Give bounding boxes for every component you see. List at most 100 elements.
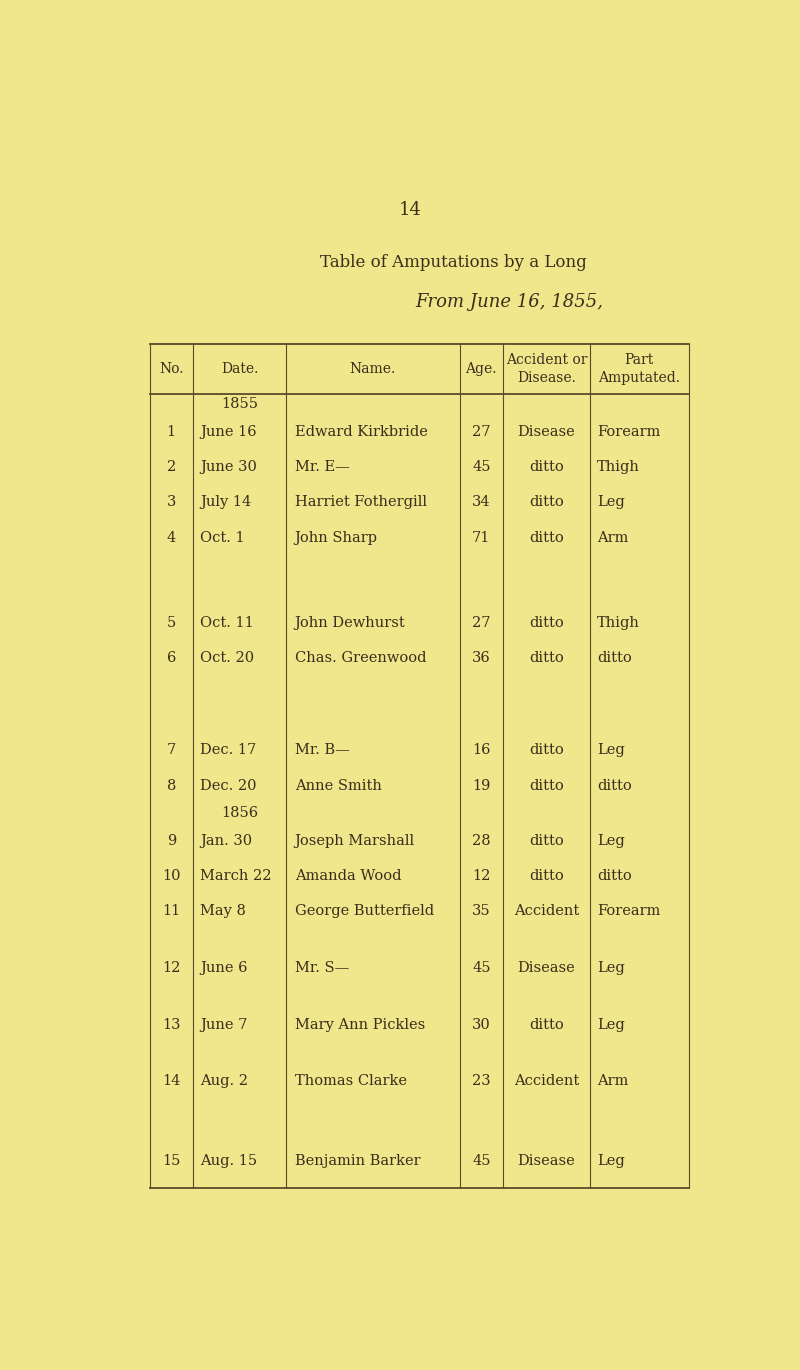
Text: 7: 7	[166, 744, 176, 758]
Text: Leg: Leg	[598, 833, 625, 848]
Text: Dec. 17: Dec. 17	[201, 744, 257, 758]
Text: June 7: June 7	[201, 1018, 248, 1032]
Text: Accident or
Disease.: Accident or Disease.	[506, 353, 587, 385]
Text: Leg: Leg	[598, 1018, 625, 1032]
Text: Accident: Accident	[514, 904, 579, 918]
Text: Date.: Date.	[221, 362, 258, 375]
Text: 12: 12	[472, 869, 490, 884]
Text: 30: 30	[472, 1018, 490, 1032]
Text: ditto: ditto	[529, 615, 564, 630]
Text: ditto: ditto	[529, 496, 564, 510]
Text: Mr. B—: Mr. B—	[294, 744, 350, 758]
Text: 5: 5	[166, 615, 176, 630]
Text: Disease: Disease	[518, 962, 575, 975]
Text: Aug. 15: Aug. 15	[201, 1154, 258, 1169]
Text: George Butterfield: George Butterfield	[294, 904, 434, 918]
Text: Dec. 20: Dec. 20	[201, 778, 257, 793]
Text: 23: 23	[472, 1074, 490, 1088]
Text: Arm: Arm	[598, 530, 629, 545]
Text: Forearm: Forearm	[598, 425, 661, 438]
Text: 9: 9	[166, 833, 176, 848]
Text: 34: 34	[472, 496, 490, 510]
Text: Oct. 20: Oct. 20	[201, 651, 254, 666]
Text: Aug. 2: Aug. 2	[201, 1074, 249, 1088]
Text: Leg: Leg	[598, 962, 625, 975]
Text: 27: 27	[472, 615, 490, 630]
Text: Table of Amputations by a Long: Table of Amputations by a Long	[320, 253, 586, 271]
Text: June 30: June 30	[201, 460, 258, 474]
Text: June 6: June 6	[201, 962, 248, 975]
Text: 36: 36	[472, 651, 490, 666]
Text: Leg: Leg	[598, 1154, 625, 1169]
Text: ditto: ditto	[529, 869, 564, 884]
Text: 27: 27	[472, 425, 490, 438]
Text: Disease: Disease	[518, 1154, 575, 1169]
Text: Thigh: Thigh	[598, 615, 640, 630]
Text: 45: 45	[472, 962, 490, 975]
Text: Oct. 1: Oct. 1	[201, 530, 245, 545]
Text: 8: 8	[166, 778, 176, 793]
Text: 19: 19	[472, 778, 490, 793]
Text: 15: 15	[162, 1154, 181, 1169]
Text: Age.: Age.	[466, 362, 497, 375]
Text: 14: 14	[398, 201, 422, 219]
Text: 16: 16	[472, 744, 490, 758]
Text: 35: 35	[472, 904, 490, 918]
Text: 45: 45	[472, 1154, 490, 1169]
Text: No.: No.	[159, 362, 183, 375]
Text: Name.: Name.	[350, 362, 396, 375]
Text: Joseph Marshall: Joseph Marshall	[294, 833, 415, 848]
Text: July 14: July 14	[201, 496, 252, 510]
Text: Edward Kirkbride: Edward Kirkbride	[294, 425, 427, 438]
Text: ditto: ditto	[529, 833, 564, 848]
Text: 4: 4	[166, 530, 176, 545]
Text: 1856: 1856	[221, 806, 258, 821]
Text: ditto: ditto	[529, 744, 564, 758]
Text: 11: 11	[162, 904, 181, 918]
Text: John Sharp: John Sharp	[294, 530, 378, 545]
Text: 45: 45	[472, 460, 490, 474]
Text: Oct. 11: Oct. 11	[201, 615, 254, 630]
Text: Leg: Leg	[598, 496, 625, 510]
Text: Mary Ann Pickles: Mary Ann Pickles	[294, 1018, 425, 1032]
Text: 1: 1	[166, 425, 176, 438]
Text: John Dewhurst: John Dewhurst	[294, 615, 406, 630]
Text: ditto: ditto	[529, 651, 564, 666]
Text: Part
Amputated.: Part Amputated.	[598, 353, 680, 385]
Text: Chas. Greenwood: Chas. Greenwood	[294, 651, 426, 666]
Text: ditto: ditto	[598, 869, 632, 884]
Text: May 8: May 8	[201, 904, 246, 918]
Text: June 16: June 16	[201, 425, 257, 438]
Text: Harriet Fothergill: Harriet Fothergill	[294, 496, 426, 510]
Text: 12: 12	[162, 962, 181, 975]
Text: From June 16, 1855,: From June 16, 1855,	[415, 293, 603, 311]
Text: ditto: ditto	[529, 530, 564, 545]
Text: ditto: ditto	[529, 778, 564, 793]
Text: ditto: ditto	[598, 651, 632, 666]
Text: ditto: ditto	[529, 1018, 564, 1032]
Text: Mr. S—: Mr. S—	[294, 962, 349, 975]
Text: Thigh: Thigh	[598, 460, 640, 474]
Text: Forearm: Forearm	[598, 904, 661, 918]
Text: 28: 28	[472, 833, 490, 848]
Text: Amanda Wood: Amanda Wood	[294, 869, 401, 884]
Text: 71: 71	[472, 530, 490, 545]
Text: Mr. E—: Mr. E—	[294, 460, 350, 474]
Text: Accident: Accident	[514, 1074, 579, 1088]
Text: ditto: ditto	[598, 778, 632, 793]
Text: 1855: 1855	[221, 397, 258, 411]
Text: Thomas Clarke: Thomas Clarke	[294, 1074, 406, 1088]
Text: 2: 2	[166, 460, 176, 474]
Text: Jan. 30: Jan. 30	[201, 833, 253, 848]
Text: ditto: ditto	[529, 460, 564, 474]
Text: Arm: Arm	[598, 1074, 629, 1088]
Text: March 22: March 22	[201, 869, 272, 884]
Text: Anne Smith: Anne Smith	[294, 778, 382, 793]
Text: 14: 14	[162, 1074, 181, 1088]
Text: 6: 6	[166, 651, 176, 666]
Text: 13: 13	[162, 1018, 181, 1032]
Text: 10: 10	[162, 869, 181, 884]
Text: Leg: Leg	[598, 744, 625, 758]
Text: Benjamin Barker: Benjamin Barker	[294, 1154, 420, 1169]
Text: Disease: Disease	[518, 425, 575, 438]
